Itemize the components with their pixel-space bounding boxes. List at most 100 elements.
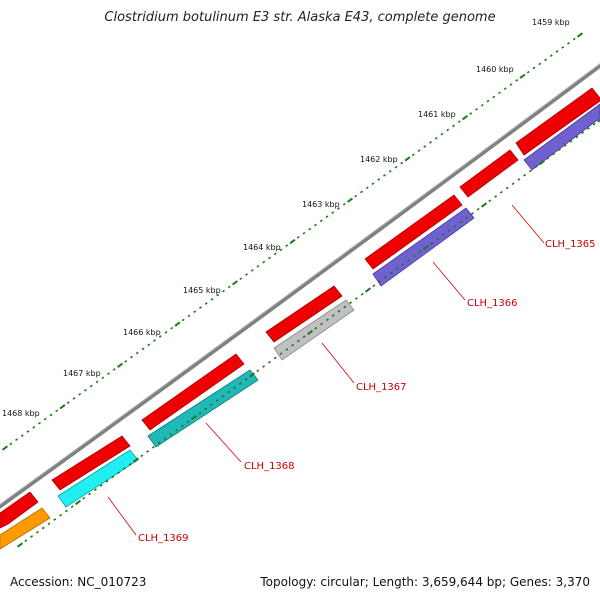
outer-ruler-tick — [59, 404, 66, 410]
inner-ruler-tick — [488, 199, 492, 203]
inner-ruler-tick — [423, 244, 429, 251]
cds-forward-1 — [0, 491, 39, 529]
inner-ruler-tick — [581, 131, 585, 135]
inner-ruler-tick — [291, 343, 295, 347]
outer-ruler-tick — [314, 223, 317, 227]
outer-ruler-tick — [107, 372, 110, 376]
inner-ruler-tick — [354, 297, 358, 300]
cds-forward-3 — [141, 353, 245, 431]
outer-ruler-tick — [170, 326, 174, 330]
outer-ruler-tick — [555, 50, 559, 53]
outer-ruler-tick — [411, 153, 415, 157]
inner-ruler-tick — [128, 462, 132, 466]
outer-ruler-tick — [469, 112, 473, 115]
inner-ruler-tick — [233, 386, 237, 390]
outer-ruler-tick — [567, 41, 570, 45]
inner-ruler-tick — [70, 505, 74, 509]
outer-ruler-tick — [423, 145, 427, 148]
inner-ruler-tick — [105, 479, 109, 483]
outer-ruler-tick — [342, 202, 346, 206]
inner-ruler-tick — [481, 202, 487, 208]
tick-label-1468: 1468 kbp — [2, 409, 40, 418]
inner-ruler-tick — [163, 437, 167, 441]
outer-ruler-tick — [256, 264, 260, 268]
genome-backbone — [0, 63, 600, 509]
outer-ruler-tick — [544, 58, 547, 62]
inner-ruler-tick — [151, 445, 155, 449]
outer-ruler-tick — [475, 107, 478, 111]
gene-label-1369: CLH_1369 — [138, 533, 189, 544]
outer-ruler-tick — [404, 156, 411, 162]
inner-ruler-tick — [453, 224, 457, 228]
outer-ruler-tick — [66, 401, 70, 404]
gene-extra-bar — [0, 507, 51, 550]
inner-ruler-tick — [586, 127, 590, 130]
inner-ruler-tick — [331, 314, 335, 317]
outer-ruler-tick — [153, 339, 156, 342]
cds-forward-5 — [364, 194, 463, 270]
outer-ruler-tick — [486, 99, 490, 103]
inner-ruler-tick — [249, 372, 255, 378]
tick-label-1466: 1466 kbp — [123, 328, 161, 337]
outer-ruler-tick — [360, 190, 363, 194]
tick-label-1459: 1459 kbp — [532, 18, 570, 27]
outer-ruler-tick — [383, 174, 386, 177]
inner-ruler-tick — [546, 156, 550, 160]
outer-ruler-tick — [457, 120, 461, 124]
outer-ruler-tick — [273, 252, 277, 256]
inner-ruler-tick — [557, 148, 561, 152]
inner-ruler-tick — [552, 152, 556, 156]
gene-bar-1368 — [147, 369, 259, 448]
outer-ruler-tick — [227, 285, 231, 289]
cds-forward-2 — [51, 435, 131, 491]
inner-ruler-tick — [53, 518, 57, 521]
outer-ruler-tick — [498, 91, 501, 95]
tick-label-1465: 1465 kbp — [183, 286, 221, 295]
inner-ruler-tick — [273, 356, 277, 360]
outer-ruler-tick — [49, 413, 53, 417]
outer-ruler-tick — [492, 95, 496, 99]
outer-ruler-tick — [572, 37, 576, 41]
outer-ruler-tick — [452, 124, 455, 128]
outer-ruler-tick — [347, 197, 353, 203]
outer-ruler-tick — [302, 231, 306, 235]
inner-ruler-tick — [30, 535, 34, 538]
inner-ruler-tick — [430, 241, 434, 245]
outer-ruler-tick — [250, 269, 254, 272]
inner-ruler-tick — [499, 190, 503, 194]
inner-ruler-tick — [494, 195, 498, 198]
outer-ruler-tick — [503, 87, 507, 91]
outer-ruler-tick — [43, 417, 47, 421]
inner-ruler-tick — [538, 159, 546, 166]
outer-ruler-tick — [78, 392, 82, 396]
outer-ruler-tick — [101, 376, 105, 380]
inner-ruler-tick — [262, 365, 266, 368]
outer-ruler-tick — [289, 238, 296, 245]
leader-line-1369 — [107, 496, 137, 536]
inner-ruler-tick — [389, 271, 393, 275]
outer-ruler-tick — [394, 165, 398, 169]
outer-ruler-tick — [2, 445, 8, 451]
inner-ruler-tick — [47, 522, 51, 526]
outer-ruler-tick — [354, 194, 358, 198]
outer-ruler-tick — [9, 442, 13, 446]
outer-ruler-tick — [32, 425, 36, 429]
inner-ruler-tick — [447, 229, 451, 232]
inner-ruler-tick — [372, 284, 376, 288]
inner-ruler-tick — [175, 428, 179, 432]
outer-ruler-tick — [181, 318, 185, 322]
inner-ruler-tick — [35, 530, 39, 534]
inner-ruler-tick — [365, 287, 371, 293]
outer-ruler-tick — [462, 115, 468, 121]
outer-ruler-tick — [337, 207, 340, 210]
cds-forward-6 — [459, 149, 519, 198]
accession-text: Accession: NC_010723 — [10, 575, 147, 589]
outer-ruler-tick — [15, 438, 18, 442]
tick-label-1464: 1464 kbp — [243, 243, 281, 252]
outer-ruler-tick — [95, 380, 99, 384]
inner-ruler-tick — [575, 135, 579, 139]
inner-ruler-tick — [93, 488, 97, 492]
inner-ruler-tick — [198, 411, 202, 415]
outer-ruler-tick — [434, 136, 438, 140]
inner-ruler-tick — [244, 377, 248, 381]
